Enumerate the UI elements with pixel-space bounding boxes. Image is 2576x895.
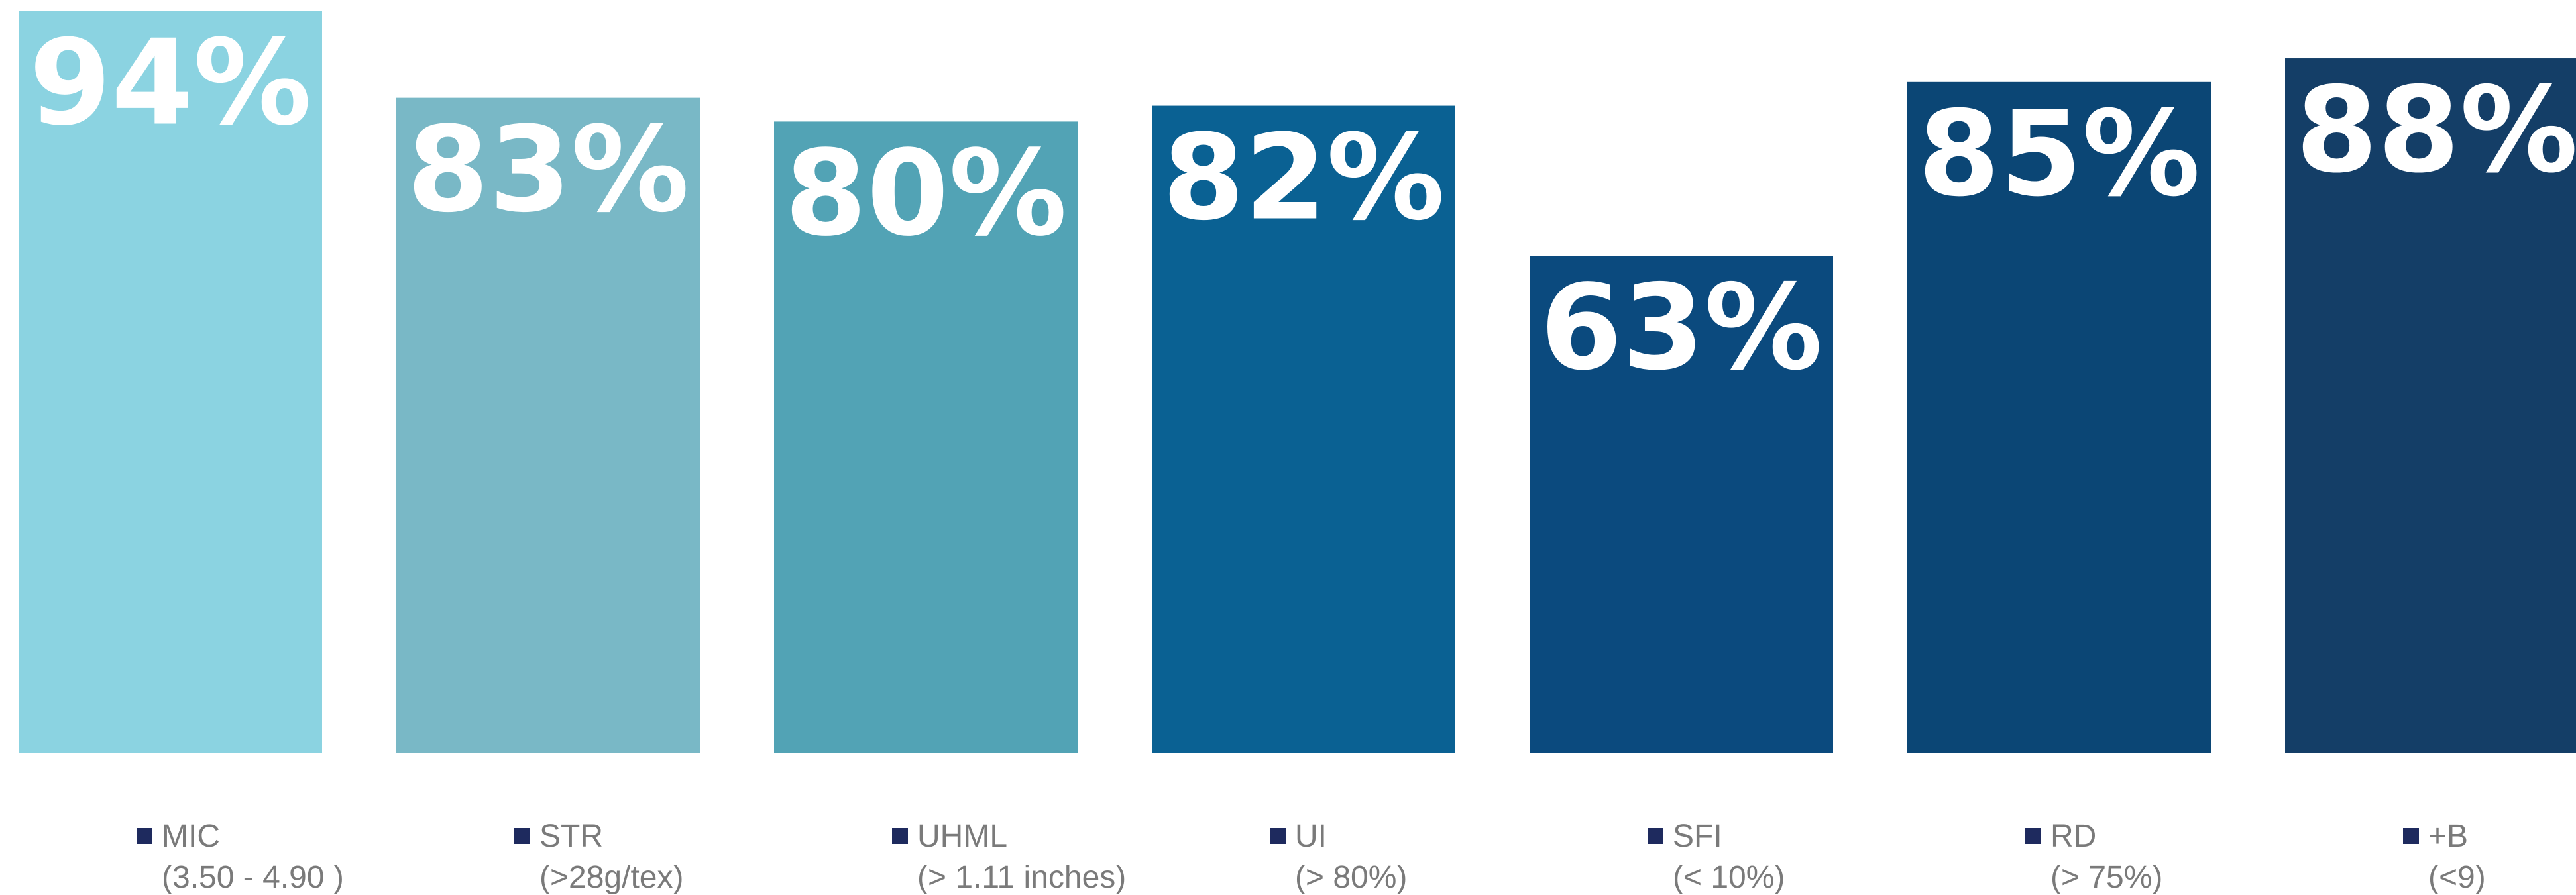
legend-label-mic: MIC [162,819,220,854]
bar-plus-b [2285,58,2576,753]
legend-marker-sfi [1648,828,1663,844]
value-labels-group: 94% 83% 80% 82% 63% 85% 88% [29,15,2576,397]
legend-marker-str [514,828,530,844]
value-label-sfi: 63% [1540,259,1822,396]
legend-sublabel-uhml: (> 1.11 inches) [917,860,1126,895]
value-label-uhml: 80% [785,125,1067,262]
legend-marker-uhml [892,828,908,844]
bar-ui [1152,105,1455,753]
legend-label-str: STR [539,819,603,854]
bar-mic [19,11,322,753]
legend-label-plus-b: +B [2428,819,2468,854]
bar-sfi [1530,256,1833,753]
legend-marker-ui [1270,828,1286,844]
value-label-ui: 82% [1162,109,1445,246]
legend-sublabel-rd: (> 75%) [2050,860,2162,895]
value-label-rd: 85% [1918,85,2200,223]
legend-sublabel-sfi: (< 10%) [1673,860,1785,895]
legend-sublabel-ui: (> 80%) [1295,860,1407,895]
bar-rd [1907,81,2211,754]
legend-marker-plus-b [2403,828,2419,844]
legend-sublabel-mic: (3.50 - 4.90 ) [162,860,344,895]
legend-marker-mic [137,828,152,844]
bar-uhml [774,121,1078,753]
value-label-mic: 94% [29,15,311,152]
legend-label-uhml: UHML [917,819,1007,854]
legend: MIC (3.50 - 4.90 ) STR (>28g/tex) UHML (> 1.1… [137,819,2486,895]
legend-marker-rd [2025,828,2041,844]
legend-label-ui: UI [1295,819,1327,854]
bar-str [396,97,700,753]
bars-group [19,11,2576,754]
value-label-plus-b: 88% [2296,62,2576,199]
value-label-str: 83% [407,101,689,238]
legend-label-rd: RD [2050,819,2096,854]
legend-sublabel-str: (>28g/tex) [539,860,683,895]
legend-sublabel-plus-b: (<9) [2428,860,2486,895]
legend-label-sfi: SFI [1673,819,1722,854]
